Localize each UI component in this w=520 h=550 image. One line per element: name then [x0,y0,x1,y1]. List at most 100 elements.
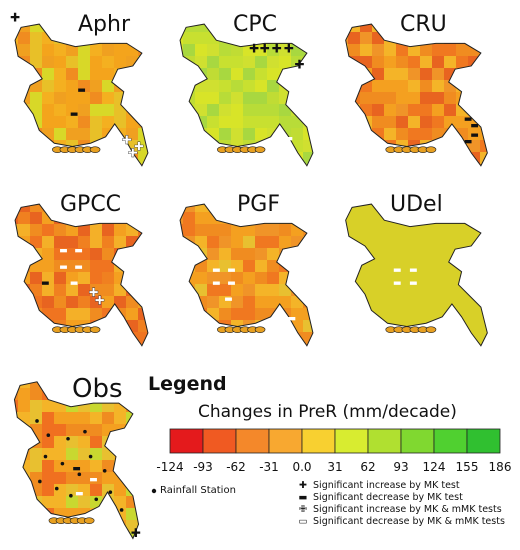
grid-cell [54,44,66,56]
grid-cell [102,152,114,164]
bangladesh-map-cru: ▬▬▬▬ [345,8,504,167]
grid-cell [114,164,126,166]
grid-cell [126,204,138,212]
grid-cell [480,212,488,224]
grid-cell [468,128,480,140]
rainfall-station-marker [43,454,48,459]
grid-cell [90,296,102,308]
grid-cell [78,116,90,128]
grid-cell [15,80,18,92]
delta-island [425,146,437,153]
grid-cell [78,92,90,104]
grid-cell [372,248,384,260]
grid-cell [492,320,504,332]
legend-units: Changes in PreR (mm/decade) [198,402,457,422]
grid-cell [90,308,102,320]
grid-cell [291,344,303,346]
grid-cell [30,236,42,248]
country-border [345,203,488,347]
plus-icon: ✚ [249,41,259,55]
grid-cell [420,68,432,80]
grid-cell [372,164,384,166]
grid-cell [492,296,504,308]
grid-cell [195,320,207,332]
grid-cell [150,296,162,308]
legend-sig-decrease-mk: ▬ Significant decrease by MK test [296,492,463,503]
grid-cell [492,56,504,68]
grid-cell [303,140,313,152]
grid-cell [315,92,327,104]
grid-cell [348,260,360,272]
grid-cell [30,56,42,68]
grid-cell [90,152,102,164]
grid-cell [18,92,30,104]
grid-cell [102,532,114,539]
grid-cell [396,92,408,104]
grid-cell [102,92,114,104]
grid-cell [372,8,384,20]
grid-cell [255,248,267,260]
grid-cell [396,68,408,80]
grid-cell [15,104,18,116]
grid-cell [468,32,480,44]
grid-cell [243,44,255,56]
grid-cell [150,332,162,344]
grid-cell [54,388,66,400]
grid-cell [492,104,504,116]
grid-cell [291,24,303,32]
grid-cell [183,32,195,44]
grid-cell [114,332,126,344]
grid-cell [372,92,384,104]
grid-cell [126,248,138,260]
grid-cell [183,92,195,104]
grid-cell [360,212,372,224]
grid-cell [420,152,432,164]
grid-cell [408,272,420,284]
grid-cell [360,332,372,344]
grid-cell [30,320,42,332]
grid-cell [42,44,54,56]
grid-cell [66,236,78,248]
grid-cell [180,344,183,346]
delta-island [89,326,101,333]
grid-cell [345,284,348,296]
grid-cell [279,332,291,344]
grid-cell [219,128,231,140]
grid-cell [195,56,207,68]
grid-cell [78,448,90,460]
grid-cell [456,32,468,44]
outlined-minus-icon: ▬ [74,246,83,256]
grid-cell [408,236,420,248]
rainfall-station-marker [88,454,93,459]
grid-cell [219,248,231,260]
grid-cell [90,484,102,496]
grid-cell [345,320,348,332]
grid-cell [54,412,66,424]
grid-cell [30,272,42,284]
grid-cell [102,44,114,56]
outlined-minus-icon: ▬ [227,266,236,276]
grid-cell [408,344,420,346]
grid-cell [102,236,114,248]
grid-cell [348,224,360,236]
grid-cell [126,128,138,140]
grid-cell [30,388,42,400]
grid-cell [432,164,444,166]
grid-cell [480,80,488,92]
grid-cell [360,344,372,346]
grid-cell [336,188,348,200]
grid-cell [54,152,66,164]
grid-cell [255,260,267,272]
grid-cell [255,332,267,344]
grid-cell [207,56,219,68]
grid-cell [138,272,148,284]
grid-cell [303,188,315,200]
grid-cell [348,80,360,92]
grid-cell [207,284,219,296]
grid-cell [195,332,207,344]
colorbar-tick-label: -93 [193,460,213,474]
grid-cell [78,164,90,166]
grid-cell [480,116,488,128]
grid-cell [303,92,313,104]
grid-cell [348,128,360,140]
